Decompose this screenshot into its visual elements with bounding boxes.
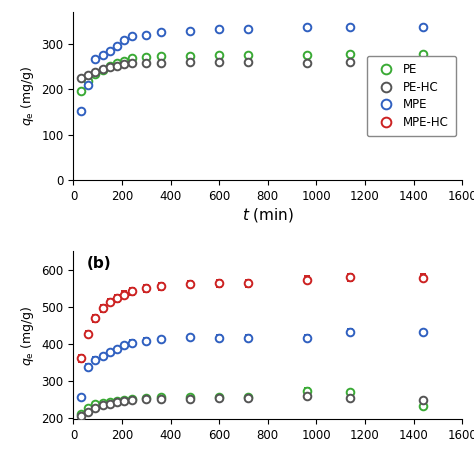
Y-axis label: $q_{\rm e}$ (mg/g): $q_{\rm e}$ (mg/g) [19,66,36,127]
Text: (b): (b) [87,256,112,271]
X-axis label: $\mathit{t}$ (min): $\mathit{t}$ (min) [242,206,294,224]
Legend: PE, PE-HC, MPE, MPE-HC: PE, PE-HC, MPE, MPE-HC [367,56,456,136]
Y-axis label: $q_{\rm e}$ (mg/g): $q_{\rm e}$ (mg/g) [19,305,36,365]
